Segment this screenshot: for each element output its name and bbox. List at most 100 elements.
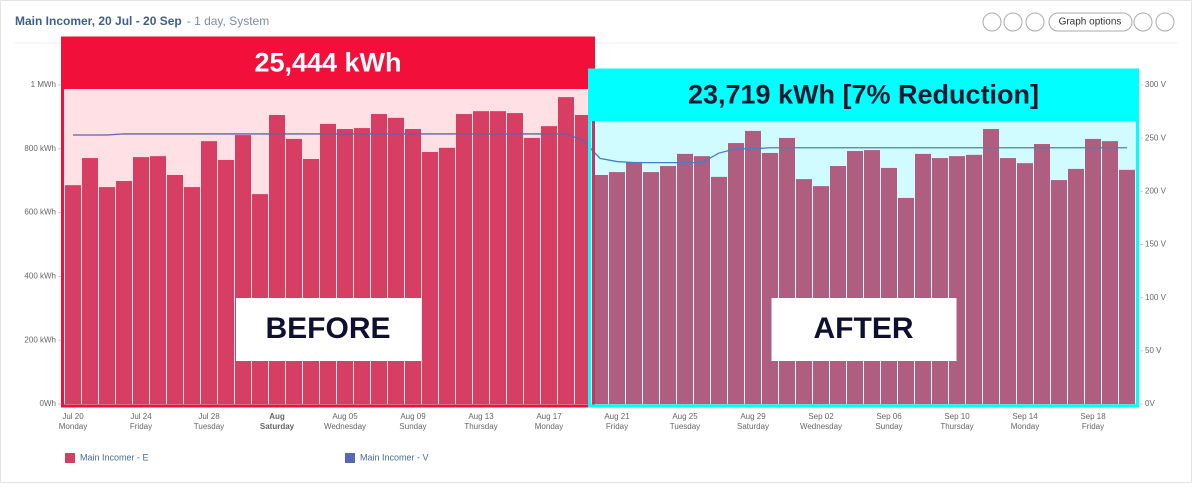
chart-subtitle: - 1 day, System: [187, 14, 269, 28]
bar: [575, 114, 591, 405]
bar: [235, 135, 251, 404]
x-tick-label: Aug 25: [672, 412, 698, 421]
x-tick-sublabel: Wednesday: [324, 422, 366, 431]
bar: [966, 154, 982, 404]
toolbar: [982, 12, 1175, 32]
annotation-text: 23,719 kWh [7% Reduction]: [688, 80, 1039, 110]
bar: [558, 97, 574, 404]
y-tick-label: 800 kWh: [24, 144, 56, 153]
annotation-label: BEFORE: [265, 312, 390, 345]
x-tick-label: Jul 24: [130, 412, 152, 421]
annotation-text: 25,444 kWh: [254, 48, 401, 78]
x-tick-sublabel: Thursday: [940, 422, 973, 431]
x-tick-sublabel: Wednesday: [800, 422, 842, 431]
y-tick-label: 600 kWh: [24, 208, 56, 217]
bar: [116, 181, 132, 404]
x-tick-sublabel: Friday: [606, 422, 628, 431]
bar: [337, 129, 353, 404]
bar: [507, 113, 523, 405]
bar: [99, 187, 115, 404]
x-tick-label: Sep 18: [1080, 412, 1106, 421]
bar: [65, 185, 81, 404]
y-tick-label: 0Wh: [40, 399, 56, 408]
x-tick-label: Sep 10: [944, 412, 970, 421]
x-tick-sublabel: Thursday: [464, 422, 497, 431]
print-button[interactable]: [1003, 12, 1023, 32]
x-tick-sublabel: Tuesday: [670, 422, 700, 431]
bar: [524, 137, 540, 405]
annotation-header: [589, 70, 1138, 121]
x-tick-label: Aug 13: [468, 412, 494, 421]
bar: [541, 126, 557, 404]
x-tick-label: Aug 21: [604, 412, 630, 421]
download-button[interactable]: [1025, 12, 1045, 32]
bar: [592, 174, 608, 404]
x-tick-sublabel: Saturday: [737, 422, 769, 431]
collapse-button[interactable]: [1155, 12, 1175, 32]
y-tick-label: 200 kWh: [24, 335, 56, 344]
bar: [354, 128, 370, 404]
x-tick-label: Aug 17: [536, 412, 562, 421]
bar: [405, 129, 421, 404]
y2-tick-label: 200 V: [1145, 186, 1167, 195]
x-tick-sublabel: Friday: [130, 422, 152, 431]
line: [73, 133, 1127, 164]
expand-button[interactable]: [1133, 12, 1153, 32]
annotation-label-box: [236, 298, 421, 361]
x-tick-label: Aug 05: [332, 412, 358, 421]
x-tick-sublabel: Sunday: [875, 422, 902, 431]
bar: [1000, 158, 1016, 404]
x-tick-sublabel: Monday: [59, 422, 87, 431]
annotation-label-box: [771, 298, 957, 361]
chart-title: Main Incomer, 20 Jul - 20 Sep: [15, 14, 182, 28]
annotation-header: [62, 38, 594, 89]
bar: [711, 176, 727, 404]
bar: [643, 172, 659, 404]
export-button[interactable]: [982, 12, 1002, 32]
bar: [1051, 180, 1067, 404]
bar: [422, 151, 438, 404]
bar: [677, 153, 693, 404]
y2-tick-label: 50 V: [1145, 346, 1162, 355]
x-tick-label: Aug: [269, 412, 285, 421]
x-tick-sublabel: Saturday: [260, 422, 295, 431]
y2-tick-label: 150 V: [1145, 240, 1167, 249]
bar: [388, 117, 404, 405]
y2-tick-label: 0V: [1145, 399, 1155, 408]
legend-swatch: [345, 453, 355, 463]
bar: [728, 143, 744, 405]
bar: [320, 123, 336, 404]
y2-tick-label: 250 V: [1145, 133, 1167, 142]
graph-options-label[interactable]: Graph options: [1059, 17, 1122, 28]
y-tick-label: 400 kWh: [24, 272, 56, 281]
x-tick-label: Sep 14: [1012, 412, 1038, 421]
y2-tick-label: 300 V: [1145, 80, 1167, 89]
legend-label: Main Incomer - V: [360, 452, 429, 462]
graph-options-button[interactable]: [1048, 12, 1133, 32]
bar: [490, 111, 506, 405]
bar: [82, 158, 98, 404]
bar: [1102, 141, 1118, 405]
x-tick-label: Sep 06: [876, 412, 902, 421]
bar: [609, 172, 625, 404]
y2-tick-label: 100 V: [1145, 293, 1167, 302]
bar: [184, 187, 200, 404]
bar: [133, 157, 149, 404]
bar: [626, 161, 642, 404]
bar: [1034, 144, 1050, 404]
bar: [150, 156, 166, 404]
bar: [439, 147, 455, 404]
x-tick-label: Jul 20: [62, 412, 84, 421]
bar: [456, 114, 472, 405]
bar: [1068, 168, 1084, 404]
bar: [473, 111, 489, 405]
x-tick-label: Sep 02: [808, 412, 834, 421]
bar: [983, 129, 999, 404]
bar: [1017, 163, 1033, 404]
bar: [1119, 169, 1135, 404]
x-tick-label: Jul 28: [198, 412, 220, 421]
x-tick-sublabel: Monday: [535, 422, 563, 431]
bar: [201, 141, 217, 405]
